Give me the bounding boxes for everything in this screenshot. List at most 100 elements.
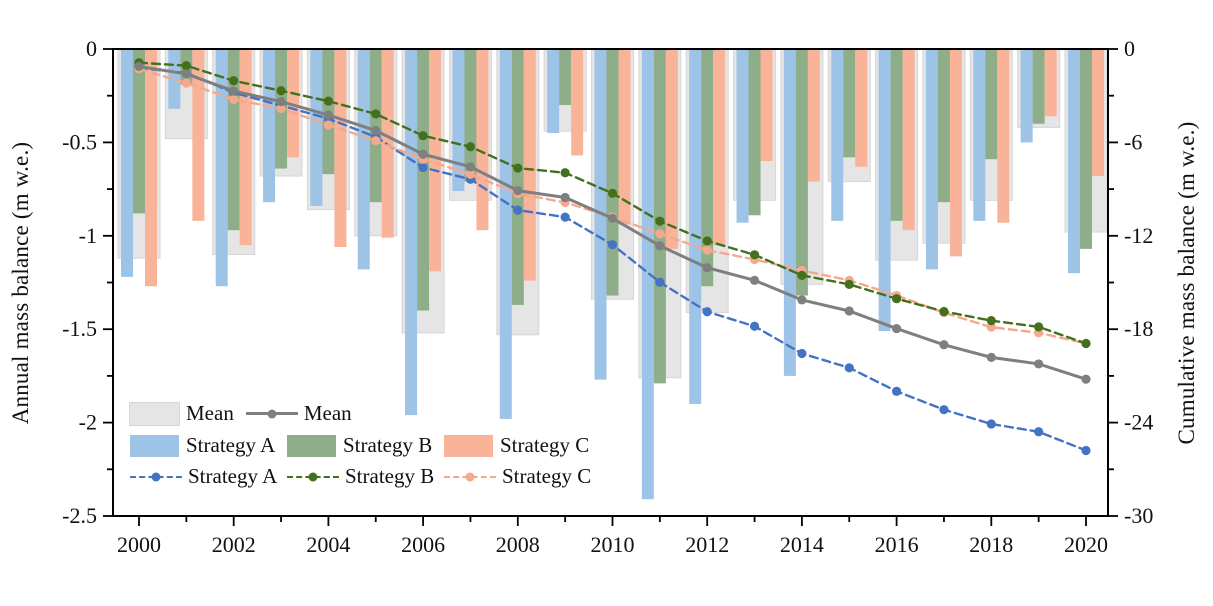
bar-strategy-b-2017 xyxy=(937,49,950,203)
legend: Mean Mean Strategy A Strategy B Strategy C St… xyxy=(129,401,609,495)
legend-bar-swatch xyxy=(444,434,493,457)
bar-strategy-c-2002 xyxy=(239,49,252,246)
bar-strategy-c-2003 xyxy=(287,49,300,158)
marker-2015 xyxy=(844,279,854,289)
marker-2007 xyxy=(465,162,476,172)
marker-2013 xyxy=(749,250,760,260)
right-axis-title: Cumulative mass balance (m w.e.) xyxy=(1174,121,1199,445)
tick-label: 2004 xyxy=(306,532,350,557)
marker-2019 xyxy=(1034,359,1044,369)
bar-strategy-a-2009 xyxy=(547,49,560,134)
marker-2003 xyxy=(276,103,286,114)
marker-2012 xyxy=(702,236,712,246)
marker-2014 xyxy=(797,270,807,280)
legend-marker-dot xyxy=(465,472,475,481)
bar-strategy-c-2012 xyxy=(713,49,726,246)
tick-label: 0 xyxy=(1124,36,1135,61)
marker-2012 xyxy=(702,245,712,255)
marker-2018 xyxy=(986,316,996,326)
bar-strategy-a-2017 xyxy=(925,49,938,270)
legend-item-mean: Mean xyxy=(129,401,234,426)
bar-strategy-a-2011 xyxy=(641,49,654,500)
marker-2013 xyxy=(749,321,760,331)
tick-label: -2.5 xyxy=(62,503,97,528)
marker-2001 xyxy=(181,78,191,88)
legend-line-swatch xyxy=(130,472,182,481)
marker-2016 xyxy=(892,323,902,334)
marker-2005 xyxy=(371,136,381,146)
marker-2010 xyxy=(607,240,618,250)
marker-2016 xyxy=(892,294,902,304)
bar-strategy-c-2011 xyxy=(665,49,678,249)
marker-2006 xyxy=(418,162,428,173)
legend-item-strategy-b: Strategy B xyxy=(287,464,444,489)
bar-strategy-b-2010 xyxy=(606,49,619,296)
bar-strategy-a-2005 xyxy=(357,49,370,270)
legend-item-mean: Mean xyxy=(245,401,352,426)
marker-2002 xyxy=(229,86,239,96)
marker-2018 xyxy=(986,352,996,362)
legend-label: Strategy A xyxy=(186,433,276,457)
marker-2002 xyxy=(229,76,239,86)
tick-label: -24 xyxy=(1124,410,1153,435)
marker-2006 xyxy=(418,131,428,141)
tick-label: 2008 xyxy=(496,532,540,557)
marker-2018 xyxy=(986,419,996,429)
marker-2010 xyxy=(607,213,618,223)
bar-strategy-b-2016 xyxy=(890,49,903,221)
marker-2009 xyxy=(560,212,570,222)
marker-2000 xyxy=(134,61,144,72)
marker-2008 xyxy=(513,186,523,196)
bar-strategy-b-2006 xyxy=(417,49,430,311)
marker-2007 xyxy=(465,142,476,152)
bar-strategy-c-2020 xyxy=(1092,49,1104,177)
tick-label: -30 xyxy=(1124,503,1153,528)
legend-line-swatch xyxy=(287,472,339,481)
tick-label: 2014 xyxy=(780,532,824,557)
legend-label: Strategy B xyxy=(343,433,433,457)
bar-strategy-b-2014 xyxy=(795,49,808,296)
bar-strategy-b-2000 xyxy=(133,49,145,214)
marker-2001 xyxy=(181,69,191,79)
legend-item-strategy-b: Strategy B xyxy=(287,433,444,458)
bar-strategy-c-2017 xyxy=(949,49,962,257)
marker-2020 xyxy=(1081,445,1091,456)
marker-2009 xyxy=(560,168,570,178)
legend-marker-dot xyxy=(308,472,318,481)
marker-2004 xyxy=(323,110,333,120)
bar-strategy-a-2020 xyxy=(1068,49,1080,274)
bar-strategy-a-2007 xyxy=(452,49,465,191)
marker-2011 xyxy=(655,216,665,226)
legend-line-swatch xyxy=(444,472,496,481)
marker-2011 xyxy=(655,241,665,251)
bar-strategy-b-2020 xyxy=(1080,49,1092,249)
legend-label: Strategy C xyxy=(502,464,592,488)
legend-item-strategy-c: Strategy C xyxy=(444,433,609,458)
marker-2003 xyxy=(276,86,286,96)
legend-label: Strategy A xyxy=(188,464,278,488)
bars xyxy=(117,48,1108,500)
marker-2004 xyxy=(323,96,333,106)
left-axis-title: Annual mass balance (m w.e.) xyxy=(8,141,33,425)
tick-label: 2000 xyxy=(117,532,161,557)
legend-label: Mean xyxy=(303,401,352,425)
marker-2014 xyxy=(797,295,807,305)
bar-strategy-b-2009 xyxy=(559,49,572,106)
bar-strategy-a-2013 xyxy=(736,49,749,223)
bar-strategy-b-2005 xyxy=(369,49,382,203)
marker-2011 xyxy=(655,277,665,287)
bar-strategy-c-2019 xyxy=(1044,49,1057,117)
legend-label: Mean xyxy=(186,401,234,425)
tick-label: 2012 xyxy=(685,532,729,557)
legend-row-lines: Strategy A Strategy B Strategy C xyxy=(130,464,609,489)
tick-label: -6 xyxy=(1124,129,1142,154)
marker-2011 xyxy=(655,229,665,239)
bar-strategy-c-2009 xyxy=(571,49,584,156)
bar-strategy-b-2007 xyxy=(464,49,477,182)
marker-2007 xyxy=(465,169,476,179)
bar-strategy-c-2014 xyxy=(807,49,820,182)
bar-strategy-c-2006 xyxy=(429,49,442,272)
marker-2020 xyxy=(1081,374,1091,384)
